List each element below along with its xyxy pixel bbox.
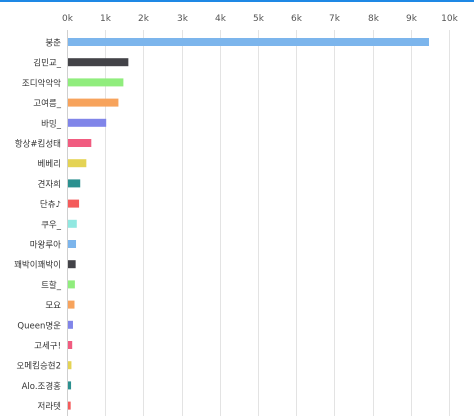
x-tick-label: 8k [368, 14, 380, 24]
bar[interactable] [68, 401, 71, 410]
x-tick-label: 5k [253, 14, 265, 24]
bar[interactable] [68, 199, 80, 208]
category-label: Queen명운 [17, 320, 61, 331]
bar[interactable] [68, 320, 73, 329]
category-label: 쿠우_ [41, 220, 62, 230]
category-label: 붕춘 [45, 39, 61, 49]
x-tick-label: 10k [441, 14, 458, 24]
category-label: 꽤박이꽤박이 [14, 260, 61, 271]
category-label: 견자희 [38, 179, 61, 190]
category-label: 고여름_ [33, 98, 61, 109]
top-accent-bar [0, 0, 474, 2]
category-label: 단츄♪ [40, 199, 61, 210]
bar[interactable] [68, 341, 73, 349]
bar[interactable] [68, 300, 75, 309]
bar[interactable] [68, 98, 119, 107]
bar[interactable] [68, 139, 92, 147]
x-tick-label: 9k [406, 14, 418, 24]
grid-lines [67, 30, 450, 416]
x-tick-label: 6k [291, 14, 303, 24]
bar[interactable] [68, 381, 72, 390]
bar[interactable] [68, 260, 76, 269]
x-tick-label: 1k [100, 14, 112, 24]
category-label: 저라텟 [38, 401, 62, 412]
bar[interactable] [68, 159, 87, 168]
bars [68, 38, 429, 410]
bar[interactable] [68, 361, 72, 370]
x-tick-label: 3k [177, 14, 189, 24]
bar[interactable] [68, 38, 429, 46]
bar[interactable] [68, 219, 77, 228]
bar[interactable] [68, 78, 124, 87]
category-label: 조디악악악 [22, 78, 61, 89]
bar[interactable] [68, 118, 107, 127]
category-label: 마왕루아 [30, 240, 61, 251]
category-label: Alo.조경홍 [22, 381, 62, 392]
bar[interactable] [68, 179, 81, 188]
x-tick-label: 0k [62, 14, 74, 24]
bar[interactable] [68, 240, 77, 248]
category-label: 고세구! [34, 342, 61, 352]
x-axis-ticks: 0k 1k 2k 3k 4k 5k 6k 7k 8k 9k 10k [62, 14, 459, 24]
category-label: 모요 [45, 301, 61, 311]
bar[interactable] [68, 280, 75, 289]
category-label: 항상#킴성태 [15, 139, 61, 150]
category-label: 바밍_ [41, 118, 62, 129]
bar[interactable] [68, 58, 129, 67]
x-tick-label: 7k [329, 14, 341, 24]
category-label: 오메킴승현2 [16, 361, 61, 372]
x-tick-label: 4k [215, 14, 227, 24]
x-tick-label: 2k [138, 14, 150, 24]
category-label: 베베리 [38, 160, 61, 170]
category-label: 트할_ [41, 280, 62, 291]
category-label: 김민교_ [33, 58, 61, 69]
